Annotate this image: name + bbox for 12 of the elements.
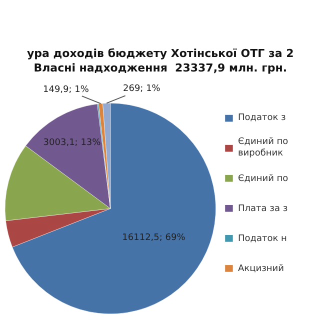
legend-label: Податок н xyxy=(238,234,288,244)
data-label: 149,9; 1% xyxy=(43,85,90,95)
data-label: 16112,5; 69% xyxy=(122,233,186,244)
legend-label: Єдиний по xyxy=(238,174,289,184)
chart-title: ура доходів бюджету Хотінської ОТГ за 2 xyxy=(27,47,294,60)
legend-label: Плата за з xyxy=(238,204,288,214)
legend-label: Єдиний по виробник xyxy=(238,137,289,159)
data-label: 3003,1; 13% xyxy=(43,138,102,148)
legend-label: Податок з xyxy=(238,113,286,123)
data-label: 269; 1% xyxy=(123,84,161,94)
legend-label: Акцизний xyxy=(238,264,284,274)
chart-subtitle: Власні надходження 23337,9 млн. грн. xyxy=(34,61,288,74)
